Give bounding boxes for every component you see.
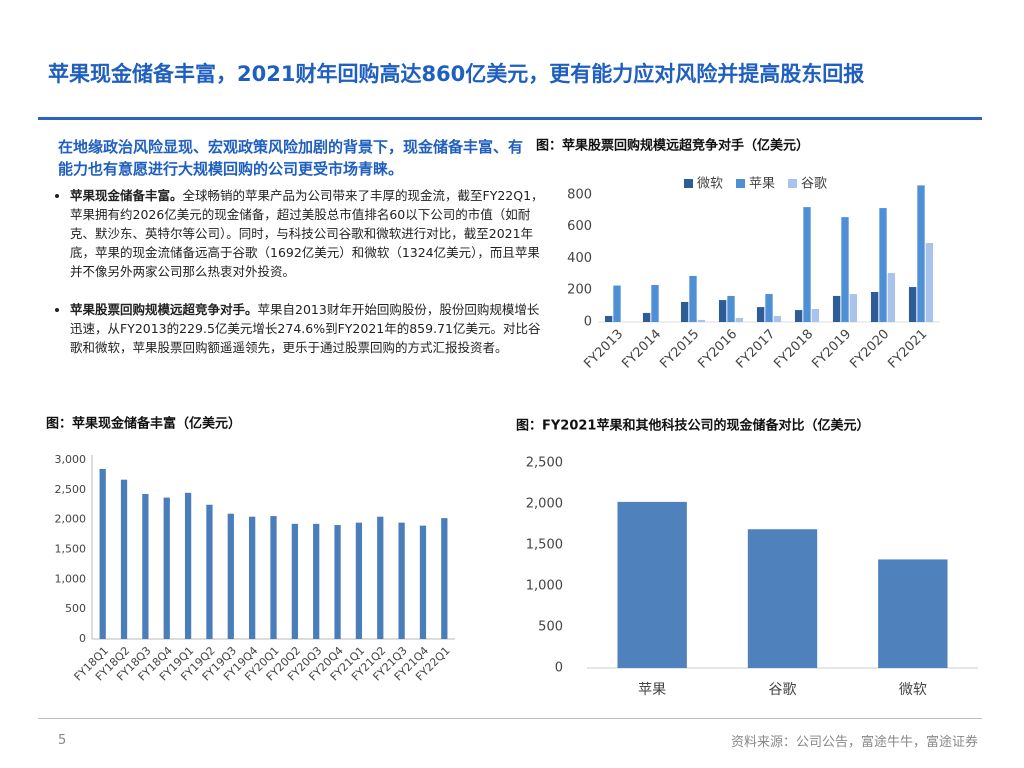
bar xyxy=(377,516,384,639)
bar xyxy=(689,275,697,322)
x-tick-label: FY2021 xyxy=(885,327,930,372)
page-number: 5 xyxy=(58,733,67,748)
bar xyxy=(120,479,128,639)
y-tick-label: 2,000 xyxy=(526,497,563,512)
y-tick-label: 500 xyxy=(65,602,86,615)
y-tick-label: 0 xyxy=(79,632,86,645)
bar xyxy=(841,217,849,322)
y-tick-label: 800 xyxy=(567,187,592,202)
x-tick-label: 谷歌 xyxy=(769,682,797,698)
bar xyxy=(803,207,811,322)
bar xyxy=(832,295,841,322)
bullet: 苹果股票回购规模远超竞争对手。苹果自2013财年开始回购股份，股份回购规模增长迅… xyxy=(70,300,545,357)
y-tick-label: 1,000 xyxy=(55,572,87,585)
bar xyxy=(334,525,341,639)
legend-swatch xyxy=(736,179,745,188)
x-tick-label: FY2018 xyxy=(771,327,816,372)
bar xyxy=(270,516,277,639)
y-tick-label: 2,500 xyxy=(55,483,87,496)
legend-swatch xyxy=(788,179,797,188)
bar xyxy=(794,310,803,322)
bar xyxy=(419,525,427,639)
slide-title: 苹果现金储备丰富，2021财年回购高达860亿美元，更有能力应对风险并提高股东回… xyxy=(48,62,865,86)
bar xyxy=(227,513,234,639)
legend-label: 微软 xyxy=(697,177,723,192)
bar xyxy=(925,243,934,322)
y-tick-label: 200 xyxy=(567,283,592,298)
legend-label: 苹果 xyxy=(749,177,775,192)
bullet-text: 全球畅销的苹果产品为公司带来了丰厚的现金流，截至FY22Q1，苹果拥有约2026… xyxy=(70,188,544,279)
chart-title: 图：苹果股票回购规模远超竞争对手（亿美元） xyxy=(536,138,809,154)
bar xyxy=(878,559,948,668)
bullet-lead: 苹果股票回购规模远超竞争对手。 xyxy=(70,302,258,317)
y-tick-label: 1,500 xyxy=(55,543,87,556)
bullet-text: 苹果自2013财年开始回购股份，股份回购规模增长迅速，从FY2013的229.5… xyxy=(70,302,541,355)
bar xyxy=(163,497,170,639)
x-tick-label: FY2013 xyxy=(581,327,626,372)
legend-swatch xyxy=(684,179,693,188)
bar xyxy=(849,294,858,322)
bar xyxy=(613,285,621,322)
bar xyxy=(718,300,727,322)
y-tick-label: 500 xyxy=(538,620,563,635)
bar xyxy=(206,504,213,639)
y-tick-label: 1,000 xyxy=(526,579,563,594)
bar xyxy=(680,301,689,322)
x-tick-label: FY2020 xyxy=(847,327,892,372)
bar xyxy=(756,307,765,322)
legend-label: 谷歌 xyxy=(801,177,827,192)
chart-title: 图：苹果现金储备丰富（亿美元） xyxy=(46,416,241,432)
y-tick-label: 3,000 xyxy=(55,453,87,466)
bar xyxy=(651,284,659,322)
bar xyxy=(879,208,887,322)
bar xyxy=(355,522,363,639)
bar xyxy=(917,185,925,322)
chart-title: 图：FY2021苹果和其他科技公司的现金储备对比（亿美元） xyxy=(516,418,869,434)
x-tick-label: 苹果 xyxy=(638,682,666,698)
bar xyxy=(291,523,298,639)
bar xyxy=(773,315,782,322)
x-tick-label: FY2014 xyxy=(619,327,664,372)
bar xyxy=(142,494,149,639)
y-tick-label: 2,500 xyxy=(526,456,563,471)
x-tick-label: 微软 xyxy=(899,682,927,698)
bullet: 苹果现金储备丰富。全球畅销的苹果产品为公司带来了丰厚的现金流，截至FY22Q1，… xyxy=(70,186,545,281)
bar xyxy=(642,312,651,322)
x-tick-label: FY2019 xyxy=(809,327,854,372)
y-tick-label: 0 xyxy=(584,315,592,330)
bar xyxy=(765,294,773,322)
bar xyxy=(735,318,744,322)
bullet-list: 苹果现金储备丰富。全球畅销的苹果产品为公司带来了丰厚的现金流，截至FY22Q1，… xyxy=(52,186,545,376)
x-tick-label: FY2016 xyxy=(695,327,740,372)
bar xyxy=(908,287,917,322)
y-tick-label: 1,500 xyxy=(526,538,563,553)
bar xyxy=(249,516,256,639)
source: 资料来源：公司公告，富途牛牛，富途证券 xyxy=(730,735,978,750)
bar xyxy=(697,319,706,322)
bar xyxy=(811,308,820,322)
bar xyxy=(184,492,192,639)
bar xyxy=(441,518,448,639)
bar xyxy=(747,529,818,668)
bar xyxy=(870,291,879,322)
bar xyxy=(398,522,405,639)
bar xyxy=(887,273,896,322)
footer-rule xyxy=(38,718,982,719)
bar xyxy=(727,295,735,322)
title-rule xyxy=(38,117,982,120)
x-tick-label: FY2015 xyxy=(657,327,702,372)
bar xyxy=(604,315,613,322)
y-tick-label: 2,000 xyxy=(55,513,87,526)
bar xyxy=(313,523,320,639)
bullet-lead: 苹果现金储备丰富。 xyxy=(70,188,183,203)
intro: 在地缘政治风险显现、宏观政策风险加剧的背景下，现金储备丰富、有能力也有意愿进行大… xyxy=(58,138,524,178)
bar xyxy=(617,501,687,668)
bar xyxy=(99,468,106,639)
y-tick-label: 600 xyxy=(567,219,592,234)
y-tick-label: 400 xyxy=(567,251,592,266)
x-tick-label: FY2017 xyxy=(733,327,778,372)
y-tick-label: 0 xyxy=(555,661,563,676)
